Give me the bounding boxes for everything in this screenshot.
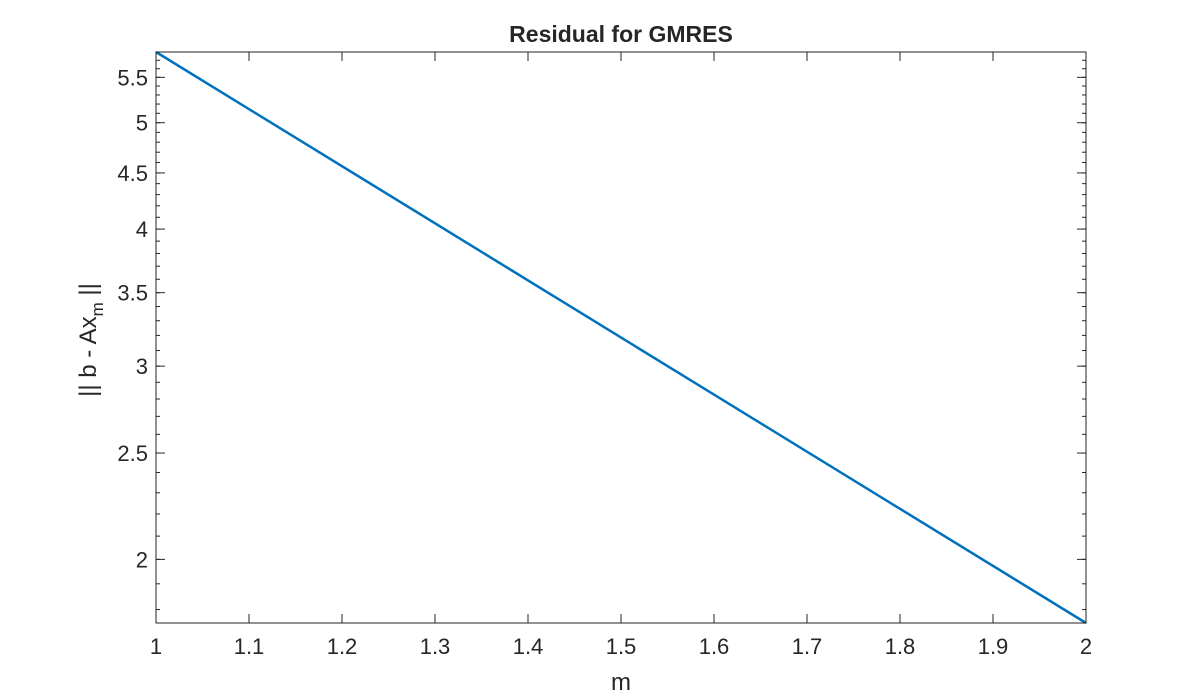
axes-frame xyxy=(155,51,1087,624)
y-axis-label-suffix: || xyxy=(75,283,102,302)
x-tick-labels: 1 1.1 1.2 1.3 1.4 1.5 1.6 1.7 1.8 1.9 2 xyxy=(150,634,1092,659)
y-tick-label: 2.5 xyxy=(117,441,148,466)
x-tick-label: 1.5 xyxy=(606,634,637,659)
y-tick-label: 3 xyxy=(136,354,148,379)
x-tick-label: 1 xyxy=(150,634,162,659)
x-tick-label: 1.2 xyxy=(327,634,358,659)
x-tick-label: 1.3 xyxy=(420,634,451,659)
y-tick-labels: 2 2.5 3 3.5 4 4.5 5 5.5 xyxy=(117,65,148,572)
y-tick-label: 4.5 xyxy=(117,161,148,186)
x-tick-label: 1.7 xyxy=(792,634,823,659)
y-tick-label: 3.5 xyxy=(117,281,148,306)
y-tick-label: 5 xyxy=(136,111,148,136)
y-tick-label: 5.5 xyxy=(117,65,148,90)
x-tick-label: 1.8 xyxy=(885,634,916,659)
x-tick-label: 1.6 xyxy=(699,634,730,659)
y-axis-label-main: || b - Ax xyxy=(75,316,102,397)
x-tick-label: 1.1 xyxy=(234,634,265,659)
y-axis-label: || b - Axm || xyxy=(75,283,107,397)
series-layer xyxy=(155,50,1087,625)
x-tick-label: 1.9 xyxy=(978,634,1009,659)
series-line xyxy=(155,50,1087,625)
y-tick-label: 4 xyxy=(136,217,148,242)
x-axis-label: m xyxy=(611,669,631,696)
y-axis-label-subscript: m xyxy=(88,302,107,316)
axes-box xyxy=(155,51,1087,624)
x-tick-label: 1.4 xyxy=(513,634,544,659)
y-tick-label: 2 xyxy=(136,547,148,572)
chart-title: Residual for GMRES xyxy=(509,21,733,47)
x-tick-label: 2 xyxy=(1080,634,1092,659)
